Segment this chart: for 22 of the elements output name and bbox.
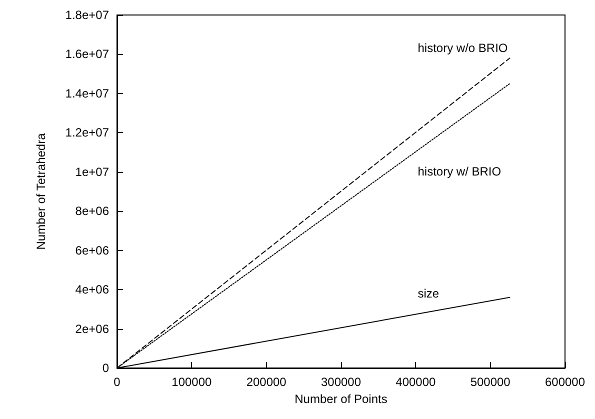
series-label: size [418,286,440,300]
y-tick-label: 1e+07 [75,164,110,179]
series-label: history w/o BRIO [418,41,508,56]
x-tick-label: 0 [114,375,121,389]
series-label: history w/ BRIO [418,164,502,179]
x-tick-label: 100000 [172,375,212,389]
y-tick-label: 8e+06 [75,204,110,218]
x-tick-label: 400000 [396,375,436,389]
x-tick-label: 200000 [246,375,287,389]
y-tick-label: 6e+06 [75,243,110,258]
y-tick-label: 1.4e+07 [65,86,110,100]
y-tick-label: 4e+06 [75,282,110,297]
x-axis-title: Number of Points [294,392,388,406]
x-tick-label: 300000 [320,375,362,389]
y-tick-label: 1.2e+07 [65,126,110,140]
y-tick-label: 1.8e+07 [65,8,110,22]
y-tick-label: 1.6e+07 [65,47,110,62]
y-axis-title: Number of Tetrahedra [34,132,48,250]
y-tick-label: 0 [102,361,110,375]
x-tick-label: 500000 [470,375,511,389]
y-tick-label: 2e+06 [75,322,110,336]
x-tick-label: 600000 [544,375,586,389]
